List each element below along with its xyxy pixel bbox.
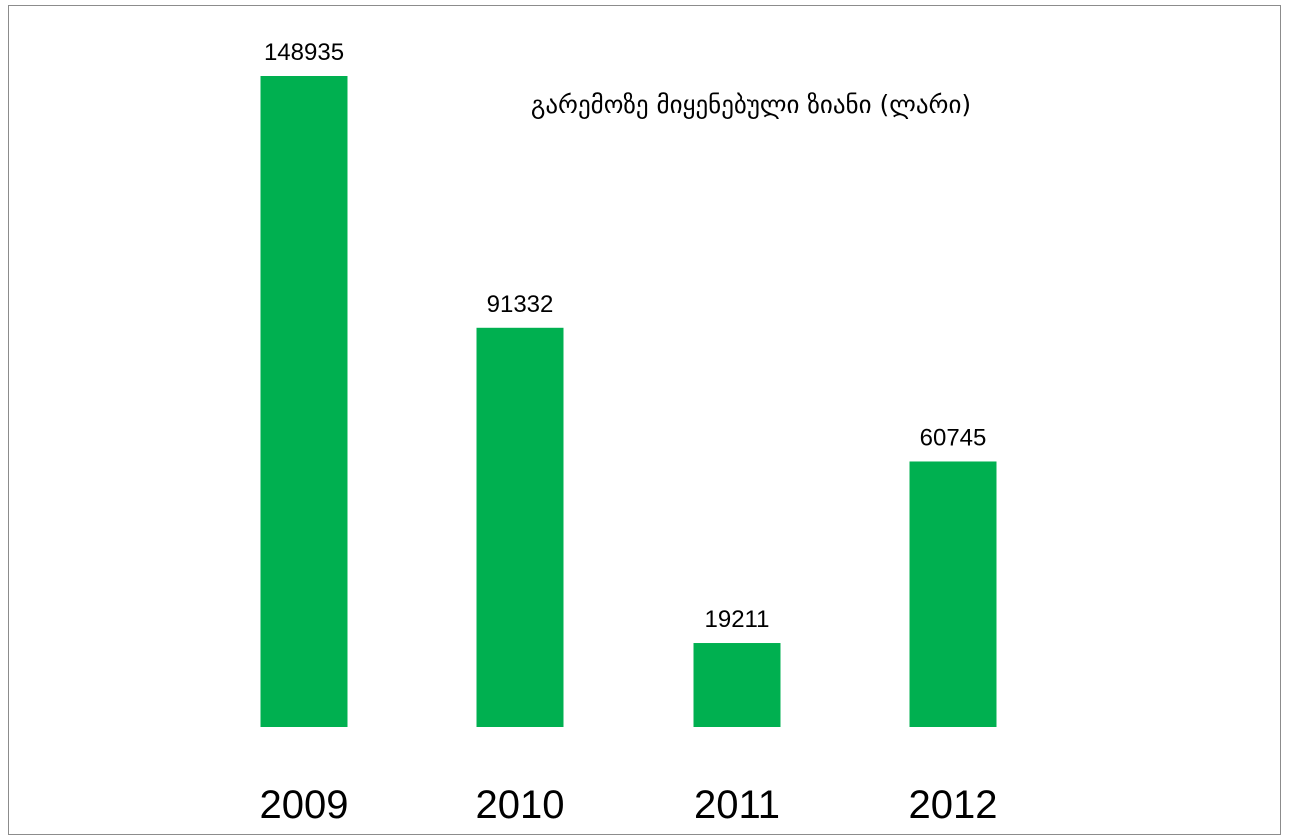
data-label-2010: 91332 [487,291,554,318]
chart-title: გარემოზე მიყენებული ზიანი (ლარი) [531,90,971,119]
data-label-2012: 60745 [920,424,987,451]
chart-frame [8,5,1281,835]
bar-2010 [476,327,564,727]
category-label-2011: 2011 [694,783,780,827]
data-label-2011: 19211 [705,606,770,633]
bar-2009 [260,76,348,727]
category-label-2010: 2010 [476,783,565,827]
category-label-2012: 2012 [909,783,998,827]
data-label-2009: 148935 [264,39,344,66]
category-label-2009: 2009 [260,783,349,827]
bar-2012 [909,461,997,727]
bar-2011 [693,643,781,727]
